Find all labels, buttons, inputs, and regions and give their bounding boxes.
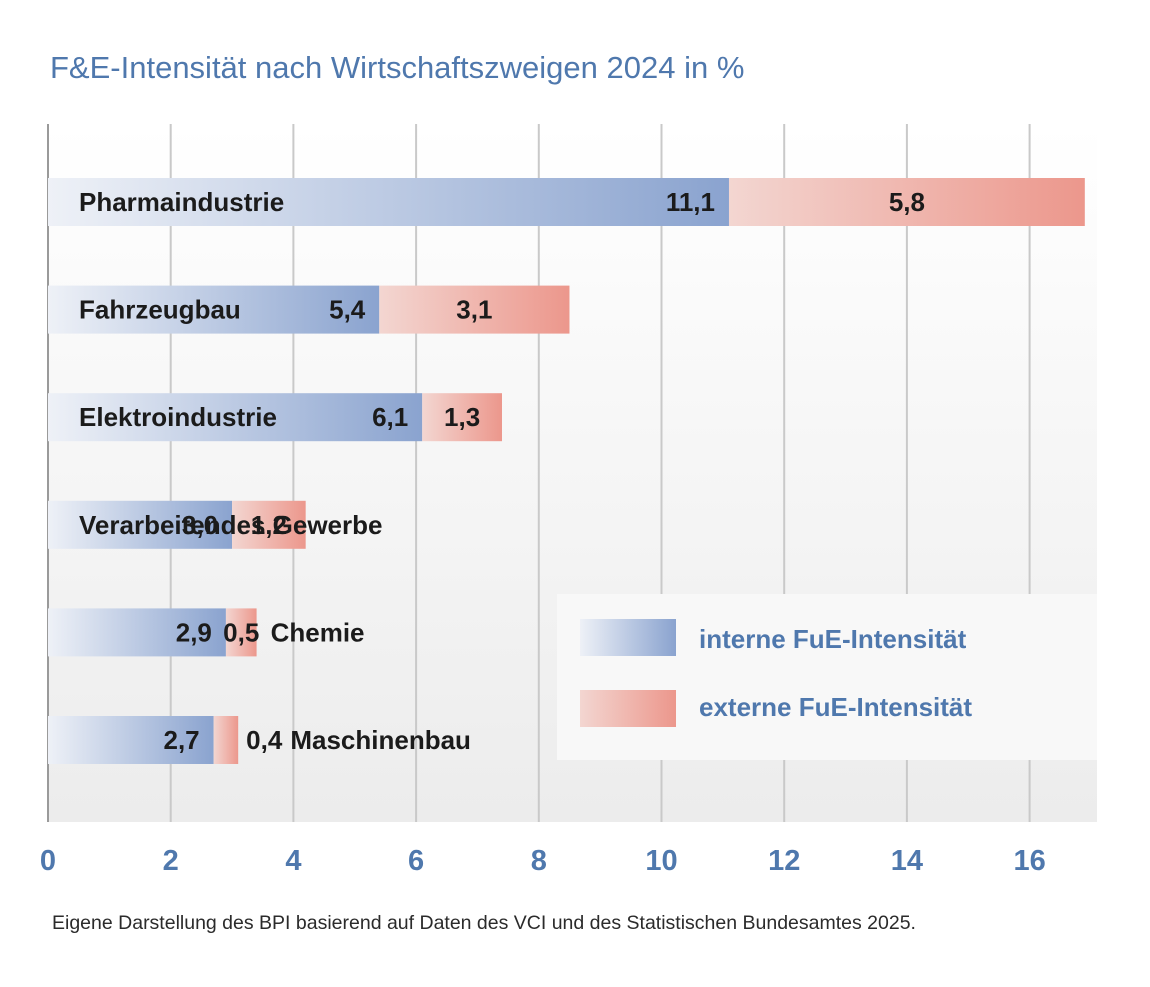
bar-external bbox=[379, 285, 570, 334]
category-label: Chemie bbox=[271, 617, 365, 647]
bar-external bbox=[422, 393, 502, 442]
x-tick-label: 0 bbox=[40, 845, 56, 877]
x-tick-label: 12 bbox=[768, 845, 800, 877]
x-tick-label: 6 bbox=[408, 845, 424, 877]
data-label-external: 1,3 bbox=[444, 402, 480, 432]
bar-external bbox=[213, 716, 239, 764]
bar-external bbox=[232, 500, 306, 549]
x-tick-label: 8 bbox=[531, 845, 547, 877]
bar-internal bbox=[48, 608, 226, 657]
data-label-internal: 11,1 bbox=[666, 187, 715, 217]
data-label-external: 3,1 bbox=[456, 295, 492, 325]
data-label-external: 5,8 bbox=[889, 187, 925, 217]
source-note: Eigene Darstellung des BPI basierend auf… bbox=[52, 912, 916, 934]
legend: interne FuE-Intensität externe FuE-Inten… bbox=[557, 594, 1097, 760]
legend-swatch-internal bbox=[580, 619, 676, 656]
legend-label-external: externe FuE-Intensität bbox=[699, 692, 972, 722]
data-label-internal: 3,0 bbox=[182, 510, 218, 540]
bar-internal bbox=[48, 178, 729, 226]
legend-swatch-external bbox=[580, 690, 676, 727]
bar-external bbox=[225, 608, 257, 657]
bar-internal bbox=[48, 716, 214, 764]
bar-external bbox=[728, 178, 1085, 226]
x-axis-ticks: 0 2 4 6 8 10 12 14 16 bbox=[40, 845, 1046, 877]
x-tick-label: 4 bbox=[285, 845, 301, 877]
bar-internal bbox=[48, 500, 233, 549]
x-tick-label: 10 bbox=[645, 845, 677, 877]
x-tick-label: 2 bbox=[163, 845, 179, 877]
legend-label-internal: interne FuE-Intensität bbox=[699, 624, 967, 654]
legend-box bbox=[557, 594, 1097, 760]
category-label: Fahrzeugbau bbox=[79, 295, 241, 325]
data-label-external: 0,4 bbox=[246, 725, 283, 755]
data-label-internal: 2,7 bbox=[163, 725, 199, 755]
category-label: Elektroindustrie bbox=[79, 402, 277, 432]
data-label-internal: 5,4 bbox=[329, 295, 366, 325]
category-label: Pharmaindustrie bbox=[79, 187, 284, 217]
chart-title: F&E-Intensität nach Wirtschaftszweigen 2… bbox=[50, 50, 745, 85]
data-label-external: 1,2 bbox=[251, 510, 287, 540]
x-tick-label: 16 bbox=[1013, 845, 1045, 877]
bars: 11,1 5,8 Pharmaindustrie 5,4 3,1 Fahrzeugbau 6… bbox=[48, 178, 1085, 764]
x-tick-label: 14 bbox=[891, 845, 923, 877]
bar-internal bbox=[48, 393, 423, 442]
data-label-internal: 2,9 bbox=[176, 617, 212, 647]
data-label-external: 0,5 bbox=[223, 617, 259, 647]
data-label-internal: 6,1 bbox=[372, 402, 408, 432]
category-label: Maschinenbau bbox=[290, 725, 471, 755]
bar-internal bbox=[48, 285, 380, 334]
category-label: Verarbeitendes Gewerbe bbox=[79, 510, 382, 540]
